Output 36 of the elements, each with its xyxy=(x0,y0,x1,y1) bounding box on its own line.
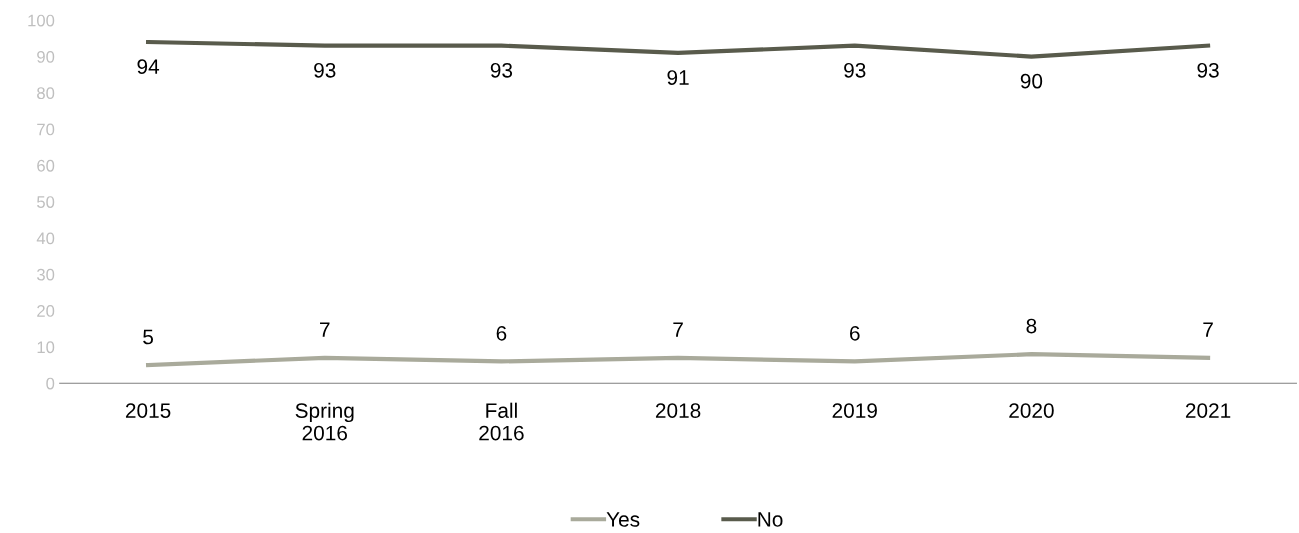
x-tick-label: 2020 xyxy=(1009,403,1054,418)
legend-label: No xyxy=(758,512,783,527)
data-label: 6 xyxy=(850,325,860,341)
data-label: 5 xyxy=(143,329,154,345)
data-label: 7 xyxy=(1203,322,1213,337)
y-tick-label: 90 xyxy=(37,50,55,63)
y-tick-label: 10 xyxy=(37,341,55,354)
data-label: 94 xyxy=(137,59,160,74)
x-tick-label: 2019 xyxy=(832,403,877,418)
data-label: 7 xyxy=(673,322,683,337)
x-tick-label: 2018 xyxy=(655,403,701,418)
y-tick-label: 30 xyxy=(36,268,55,281)
line-series xyxy=(146,39,1211,59)
x-tick-label: Spring 2016 xyxy=(295,402,354,441)
y-tick-label: 60 xyxy=(37,159,55,172)
legend-label: Yes xyxy=(606,512,640,527)
y-tick-label: 50 xyxy=(37,196,55,208)
data-label: 93 xyxy=(844,62,866,78)
data-label: 93 xyxy=(490,62,513,78)
x-tick-label: Fall 2016 xyxy=(479,402,524,441)
y-tick-label: 20 xyxy=(37,305,55,317)
data-label: 8 xyxy=(1026,318,1037,334)
data-label: 91 xyxy=(667,70,689,85)
x-tick-label: 2021 xyxy=(1185,403,1231,418)
y-tick-label: 0 xyxy=(46,377,55,390)
data-label: 6 xyxy=(496,325,507,341)
data-label: 93 xyxy=(1197,62,1219,78)
line-series xyxy=(146,352,1211,368)
y-tick-label: 100 xyxy=(28,14,55,27)
x-tick-label: 2015 xyxy=(125,403,171,418)
data-label: 93 xyxy=(314,62,336,78)
y-tick-label: 80 xyxy=(37,87,55,100)
y-tick-label: 40 xyxy=(36,232,55,245)
y-tick-label: 70 xyxy=(37,123,55,136)
data-label: 90 xyxy=(1020,73,1043,89)
data-label: 7 xyxy=(320,322,330,337)
